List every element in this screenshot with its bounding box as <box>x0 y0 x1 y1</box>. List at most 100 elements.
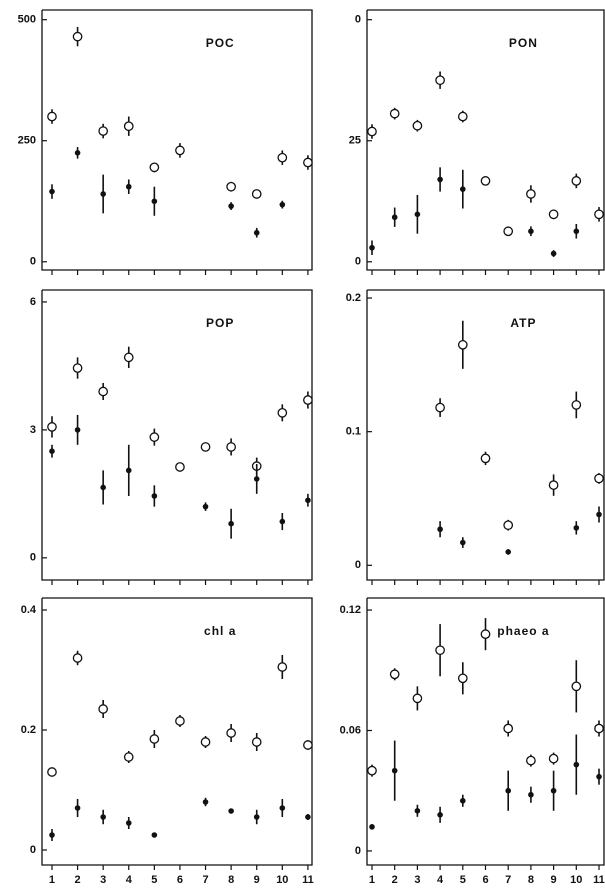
open-point <box>47 422 57 432</box>
y-tick-label: 500 <box>18 14 36 26</box>
filled-point <box>437 176 443 183</box>
filled-point <box>125 467 132 474</box>
filled-point <box>253 229 260 236</box>
panel-title: phaeo a <box>497 624 549 638</box>
x-axis-label: survey <box>468 887 504 889</box>
filled-point <box>305 814 311 820</box>
filled-point <box>596 773 602 780</box>
open-point <box>175 462 185 472</box>
filled-point <box>100 814 106 820</box>
x-tick-label: 9 <box>551 874 557 886</box>
open-point <box>503 520 514 531</box>
open-point <box>571 681 582 692</box>
open-point <box>277 407 288 418</box>
filled-point <box>505 549 512 555</box>
open-point <box>123 352 134 363</box>
filled-point <box>459 797 466 804</box>
open-point <box>149 432 160 442</box>
open-point <box>503 723 514 734</box>
y-tick-label: 0 <box>355 559 361 571</box>
filled-point <box>369 824 375 830</box>
open-point <box>251 189 262 199</box>
open-point <box>72 363 83 373</box>
filled-point <box>528 228 534 235</box>
filled-point <box>550 250 557 257</box>
x-tick-label: 8 <box>528 874 534 886</box>
open-point <box>548 753 559 764</box>
open-point <box>435 645 445 656</box>
filled-point <box>49 188 55 195</box>
open-point <box>277 152 288 163</box>
filled-point <box>528 791 534 798</box>
panel-title: POP <box>206 316 234 330</box>
axes-frame <box>41 289 313 581</box>
open-point <box>548 480 559 490</box>
open-point <box>435 402 445 413</box>
y-tick-label: 250 <box>18 135 36 147</box>
filled-point <box>550 787 557 794</box>
panel-title: POC <box>206 36 235 50</box>
open-point <box>123 752 134 762</box>
filled-point <box>573 761 580 768</box>
y-tick-label: 3 <box>30 424 36 436</box>
open-point <box>503 226 514 237</box>
x-tick-label: 3 <box>100 874 106 886</box>
x-tick-label: 10 <box>276 874 288 886</box>
x-axis-label: survey <box>159 887 195 889</box>
filled-point <box>253 476 260 482</box>
filled-point <box>596 511 602 518</box>
x-tick-label: 11 <box>593 874 605 886</box>
filled-point <box>437 526 443 533</box>
y-tick-label: 0 <box>355 14 361 26</box>
filled-point <box>305 497 311 504</box>
filled-point <box>279 201 286 208</box>
x-tick-label: 4 <box>126 874 133 886</box>
open-point <box>98 126 109 136</box>
y-tick-label: 0.12 <box>340 604 361 616</box>
filled-point <box>437 812 443 818</box>
filled-point <box>74 805 81 811</box>
open-point <box>175 145 185 156</box>
open-point <box>47 111 57 122</box>
open-point <box>200 442 211 452</box>
x-tick-label: 1 <box>49 874 55 886</box>
y-tick-label: 0 <box>30 552 36 564</box>
open-point <box>175 716 185 726</box>
open-point <box>72 31 83 42</box>
filled-point <box>459 539 466 546</box>
panel-title: ATP <box>510 316 536 330</box>
open-point <box>412 693 423 704</box>
open-point <box>389 108 400 119</box>
filled-point <box>151 832 158 838</box>
filled-point <box>228 808 234 814</box>
y-tick-label: 0 <box>355 845 361 857</box>
open-point <box>480 629 491 639</box>
open-point <box>457 673 468 684</box>
filled-point <box>100 191 106 197</box>
x-tick-label: 2 <box>75 874 81 886</box>
filled-point <box>573 228 580 235</box>
open-point <box>200 737 211 747</box>
open-point <box>226 728 236 738</box>
x-tick-label: 8 <box>228 874 234 886</box>
panel-title: PON <box>509 36 538 50</box>
open-point <box>98 704 109 714</box>
open-point <box>594 209 604 220</box>
filled-point <box>100 484 106 491</box>
open-point <box>226 181 236 192</box>
y-tick-label: 0.2 <box>21 724 36 736</box>
open-point <box>251 737 262 747</box>
filled-point <box>391 214 398 221</box>
x-tick-label: 1 <box>369 874 375 886</box>
filled-point <box>505 787 512 794</box>
y-tick-label: 6 <box>30 296 36 308</box>
filled-point <box>202 503 209 510</box>
open-point <box>526 189 536 199</box>
open-point <box>367 126 377 137</box>
open-point <box>303 395 313 405</box>
axes-frame <box>366 289 605 581</box>
open-point <box>457 111 468 122</box>
filled-point <box>369 244 375 251</box>
open-point <box>435 75 445 86</box>
open-point <box>594 723 604 734</box>
